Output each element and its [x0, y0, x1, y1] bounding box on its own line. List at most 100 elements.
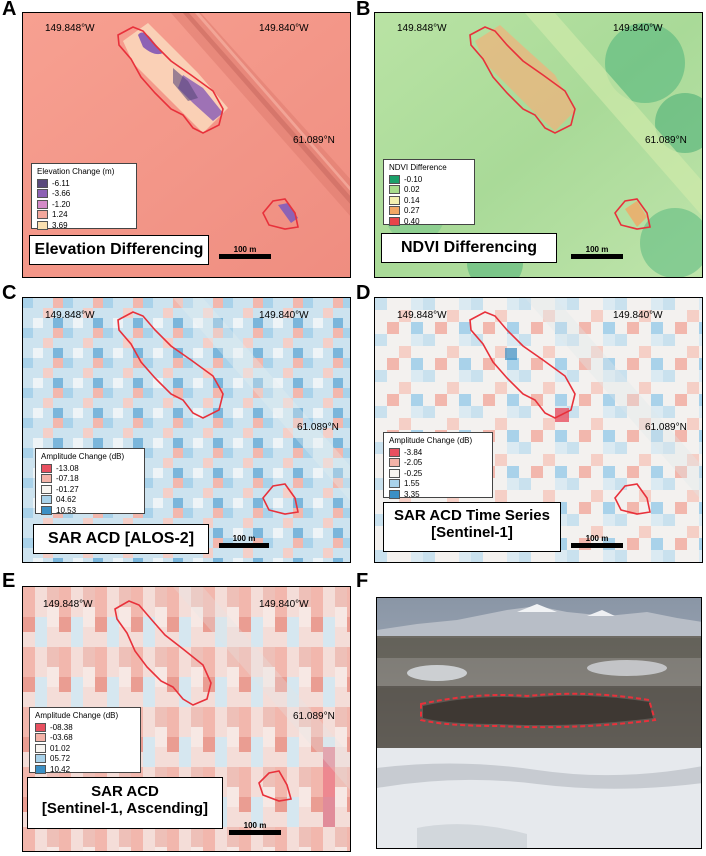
- failure-outline-south: [614, 483, 651, 515]
- legend-swatch: [37, 178, 48, 188]
- legend-row: -03.68: [35, 733, 135, 744]
- legend-row: 3.69: [37, 220, 131, 231]
- legend-swatch: [35, 754, 46, 764]
- legend-row: 0.14: [389, 195, 469, 206]
- legend-swatch: [37, 199, 48, 209]
- failure-outline-overlay: [117, 26, 299, 230]
- legend-swatch: [389, 216, 400, 226]
- legend-swatch: [389, 195, 400, 205]
- failure-outline-north: [117, 26, 224, 134]
- elevation-map-image: [23, 13, 350, 277]
- legend-row: -0.25: [389, 468, 487, 479]
- scale-bar-label: 100 m: [585, 245, 609, 254]
- legend-swatch: [41, 463, 52, 473]
- panel-a-elevation-map: 149.848°W 149.840°W 61.089°N Elevation C…: [22, 12, 351, 278]
- scale-bar: 100 m: [571, 534, 623, 548]
- coord-west-1: 149.848°W: [45, 23, 95, 34]
- legend-swatch: [35, 722, 46, 732]
- legend-swatch: [389, 447, 400, 457]
- panel-label-f: F: [356, 570, 369, 592]
- legend-row: 1.55: [389, 479, 487, 490]
- legend-row: 0.02: [389, 185, 469, 196]
- legend-swatch: [389, 185, 400, 195]
- legend-swatch: [41, 484, 52, 494]
- legend-value: 10.53: [56, 505, 77, 515]
- legend-value: -3.84: [404, 447, 423, 457]
- legend-swatch: [389, 489, 400, 499]
- legend: Amplitude Change (dB) -08.38 -03.68 01.0…: [29, 707, 141, 775]
- failure-outline-north: [469, 311, 576, 419]
- sar-amplitude-map-image: [23, 298, 350, 562]
- legend-value: 0.02: [404, 185, 420, 195]
- legend-row: 10.42: [35, 764, 135, 775]
- legend-value: -01.27: [56, 484, 79, 494]
- coord-west-1: 149.848°W: [45, 310, 95, 321]
- legend-swatch: [389, 174, 400, 184]
- legend-value: -6.11: [52, 178, 70, 188]
- panel-title-line-1: SAR ACD [ALOS-2]: [47, 530, 195, 547]
- legend-row: 05.72: [35, 754, 135, 765]
- legend-value: -07.18: [56, 474, 79, 484]
- panel-title-line-1: Elevation Differencing: [34, 241, 204, 258]
- legend: Amplitude Change (dB) -13.08 -07.18 -01.…: [35, 448, 145, 516]
- coord-west-1: 149.848°W: [397, 23, 447, 34]
- failure-outline-overlay: [469, 311, 651, 515]
- scale-bar: 100 m: [229, 821, 281, 835]
- legend-value: 1.55: [404, 479, 420, 489]
- legend-row: -13.08: [41, 463, 139, 474]
- legend-value: 0.27: [404, 206, 420, 216]
- legend-value: 04.62: [56, 495, 77, 505]
- coord-west-2: 149.840°W: [259, 310, 309, 321]
- failure-outline-overlay: [420, 692, 657, 729]
- legend-row: 0.40: [389, 216, 469, 227]
- scale-bar-label: 100 m: [243, 821, 267, 830]
- scale-bar-label: 100 m: [232, 534, 256, 543]
- legend-row: -1.20: [37, 199, 131, 210]
- coord-west-1: 149.848°W: [43, 599, 93, 610]
- legend-value: -03.68: [50, 733, 73, 743]
- coord-north: 61.089°N: [293, 711, 335, 722]
- legend-swatch: [389, 458, 400, 468]
- legend-value: -0.10: [404, 174, 423, 184]
- legend-value: 05.72: [50, 754, 71, 764]
- panel-label-c: C: [2, 282, 17, 304]
- failure-outline-north: [117, 311, 224, 419]
- failure-outline-north: [469, 26, 576, 134]
- scale-bar-line: [219, 543, 269, 548]
- legend-value: -2.05: [404, 458, 423, 468]
- legend-swatch: [35, 743, 46, 753]
- panel-title: SAR ACD [ALOS-2]: [33, 524, 209, 554]
- failure-outline-south: [258, 770, 293, 802]
- panel-f-aerial-photo: [376, 597, 702, 849]
- legend-title: Amplitude Change (dB): [35, 711, 119, 720]
- panel-title: NDVI Differencing: [381, 233, 557, 263]
- panel-title-line-1: SAR ACD Time Series: [394, 507, 550, 524]
- coord-west-1: 149.848°W: [397, 310, 447, 321]
- aerial-photo-image: [377, 598, 701, 848]
- legend-value: 0.14: [404, 195, 420, 205]
- legend-swatch: [37, 210, 48, 220]
- legend-row: 0.27: [389, 206, 469, 217]
- legend-swatch: [35, 764, 46, 774]
- legend-value: 01.02: [50, 743, 71, 753]
- coord-north: 61.089°N: [293, 135, 335, 146]
- legend-row: -6.11: [37, 178, 131, 189]
- legend: NDVI Difference -0.10 0.02 0.14 0.27 0.4…: [383, 159, 475, 227]
- legend-value: -08.38: [50, 722, 73, 732]
- scale-bar-line: [571, 254, 623, 259]
- scale-bar: 100 m: [219, 534, 269, 548]
- scale-bar: 100 m: [571, 245, 623, 259]
- legend-row: -08.38: [35, 722, 135, 733]
- coord-north: 61.089°N: [645, 422, 687, 433]
- failure-outline-dashed: [420, 692, 657, 729]
- panel-title: SAR ACD Time Series [Sentinel-1]: [383, 502, 561, 552]
- legend-value: 3.69: [52, 220, 68, 230]
- legend-swatch: [41, 474, 52, 484]
- legend-row: -01.27: [41, 484, 139, 495]
- legend-row: 10.53: [41, 505, 139, 516]
- panel-label-e: E: [2, 570, 16, 592]
- panel-title: SAR ACD [Sentinel-1, Ascending]: [27, 777, 223, 829]
- legend-swatch: [41, 495, 52, 505]
- panel-label-d: D: [356, 282, 371, 304]
- legend-row: -2.05: [389, 458, 487, 469]
